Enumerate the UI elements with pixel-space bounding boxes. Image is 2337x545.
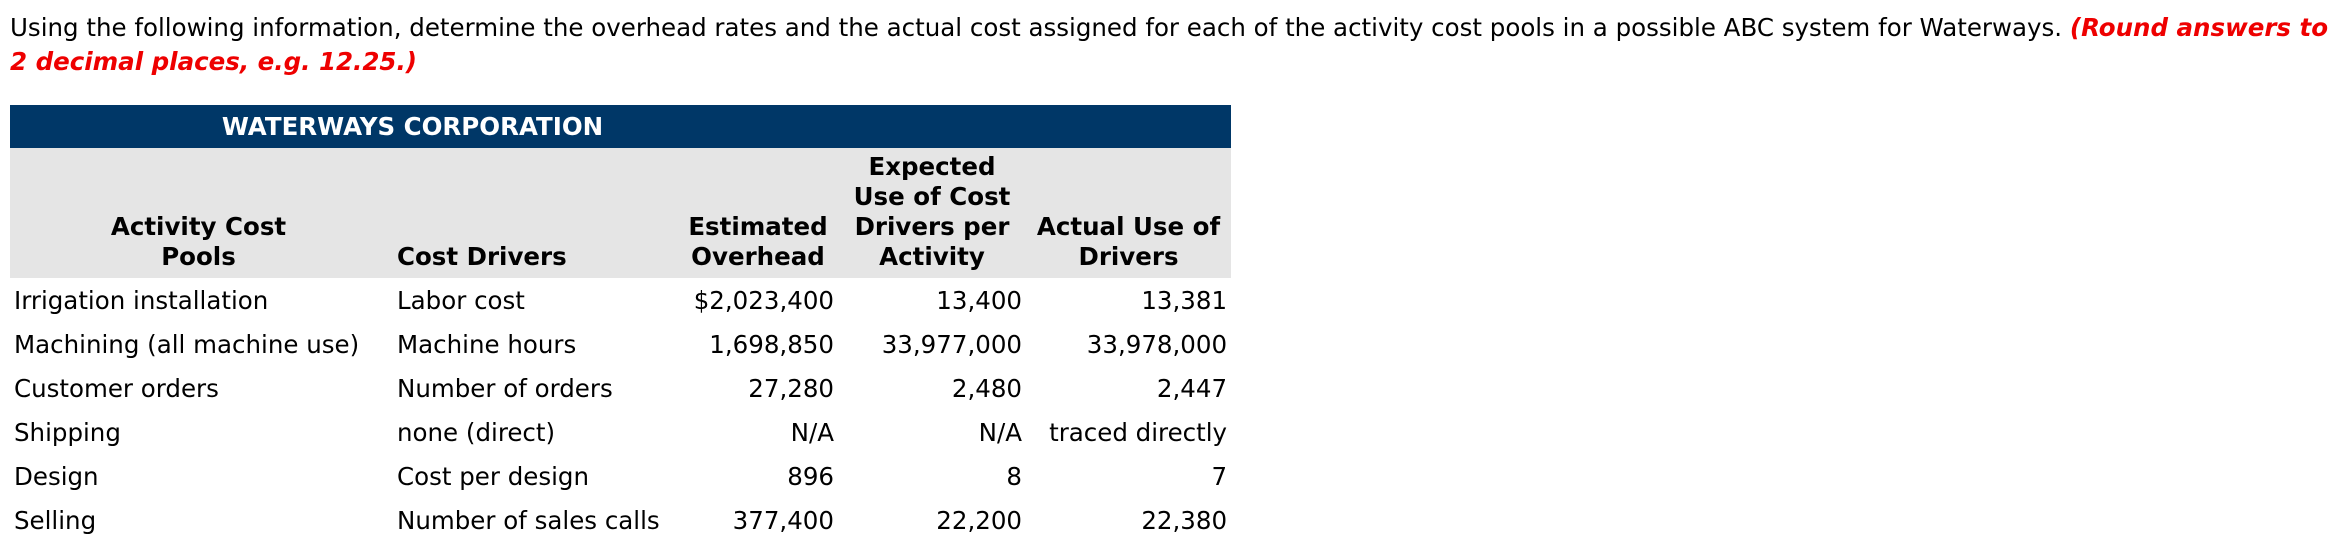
waterways-table: WATERWAYS CORPORATION Activity Cost Pools… xyxy=(10,105,1232,542)
cell-pool: Selling xyxy=(14,505,97,535)
cell-driver: Number of orders xyxy=(397,373,613,403)
cell-overhead: 377,400 xyxy=(732,505,834,535)
cell-overhead: N/A xyxy=(790,417,834,447)
table-row: Shipping none (direct) N/A N/A traced di… xyxy=(10,410,1231,454)
cell-overhead: 1,698,850 xyxy=(709,329,834,359)
cell-actual: 7 xyxy=(1211,461,1228,491)
table-row: Irrigation installation Labor cost $2,02… xyxy=(10,278,1231,322)
header-cost-drivers: Cost Drivers xyxy=(387,148,678,278)
cell-driver: Machine hours xyxy=(397,329,577,359)
cell-actual: 2,447 xyxy=(1156,373,1228,403)
cell-overhead: 896 xyxy=(787,461,834,491)
cell-pool: Customer orders xyxy=(14,373,219,403)
cell-expected: N/A xyxy=(978,417,1022,447)
table-row: Design Cost per design 896 8 7 xyxy=(10,454,1231,498)
cell-pool: Irrigation installation xyxy=(14,285,269,315)
cell-expected: 33,977,000 xyxy=(881,329,1022,359)
cell-overhead: $2,023,400 xyxy=(693,285,834,315)
cell-driver: Number of sales calls xyxy=(397,505,660,535)
cell-expected: 13,400 xyxy=(936,285,1022,315)
cell-actual: 13,381 xyxy=(1141,285,1228,315)
cell-pool: Shipping xyxy=(14,417,121,447)
cell-driver: Labor cost xyxy=(397,285,525,315)
header-activity-cost-pools: Activity Cost Pools xyxy=(10,148,387,278)
problem-instructions: Using the following information, determi… xyxy=(10,11,2330,79)
header-actual-use: Actual Use of Drivers xyxy=(1026,148,1232,278)
cell-expected: 8 xyxy=(1006,461,1022,491)
cell-expected: 22,200 xyxy=(936,505,1022,535)
cell-actual: 22,380 xyxy=(1141,505,1228,535)
header-expected-use: Expected Use of Cost Drivers per Activity xyxy=(838,148,1026,278)
header-estimated-overhead: Estimated Overhead xyxy=(678,148,838,278)
table-row: Machining (all machine use) Machine hour… xyxy=(10,322,1231,366)
table-title: WATERWAYS CORPORATION xyxy=(10,105,1232,148)
waterways-table-container: WATERWAYS CORPORATION Activity Cost Pools… xyxy=(10,105,1232,542)
cell-expected: 2,480 xyxy=(951,373,1022,403)
table-row: Customer orders Number of orders 27,280 … xyxy=(10,366,1231,410)
rounding-note: (Round answers to 2 decimal places, e.g.… xyxy=(10,13,2329,76)
cell-actual: 33,978,000 xyxy=(1086,329,1228,359)
instructions-text: Using the following information, determi… xyxy=(10,13,2063,42)
cell-pool: Machining (all machine use) xyxy=(14,329,360,359)
cell-driver: Cost per design xyxy=(397,461,590,491)
cell-pool: Design xyxy=(14,461,99,491)
cell-actual: traced directly xyxy=(1049,417,1228,447)
cell-overhead: 27,280 xyxy=(748,373,834,403)
table-row: Selling Number of sales calls 377,400 22… xyxy=(10,498,1231,542)
table-title-row: WATERWAYS CORPORATION xyxy=(10,105,1232,148)
table-header-row: Activity Cost Pools Cost Drivers Estimate… xyxy=(10,148,1232,278)
cell-driver: none (direct) xyxy=(397,417,556,447)
